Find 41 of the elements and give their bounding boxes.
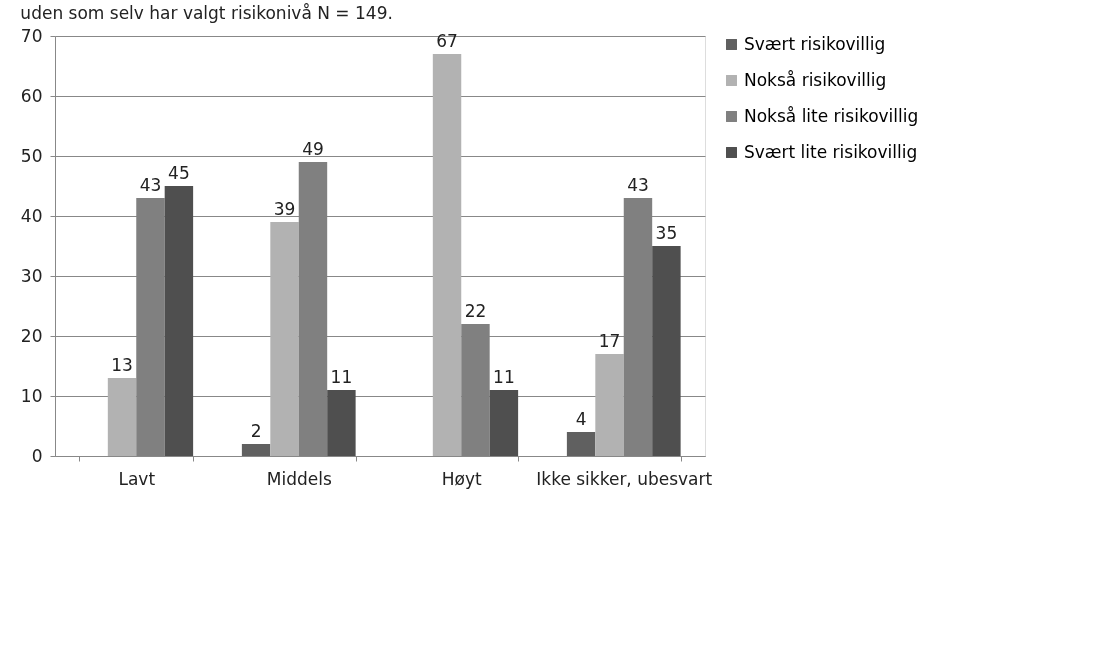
bar [107,378,137,456]
bar [595,354,624,456]
data-label: 49 [302,139,324,159]
data-label: 43 [627,175,649,195]
bar [241,444,271,456]
bar [432,54,462,456]
x-tick-label: Høyt [441,468,483,489]
bar [327,390,356,456]
data-label: 4 [575,409,587,429]
data-label: 39 [273,199,296,219]
y-tick-label: 40 [20,205,43,226]
y-tick-label: 0 [31,445,43,466]
data-label: 35 [655,223,678,243]
y-tick-label: 20 [20,325,43,346]
data-label: 13 [111,355,133,375]
data-label: 11 [330,367,353,387]
data-label: 67 [436,31,458,51]
legend-label: Nokså risikovillig [744,69,887,90]
data-label: 2 [250,421,262,441]
x-tick-label: Lavt [118,468,156,489]
bar [652,246,681,456]
bar [270,222,299,456]
data-label: 17 [598,331,621,351]
data-label: 45 [168,163,190,183]
chart-title: uden som selv har valgt risikonivå N = 149. [20,3,393,23]
legend-label: Svært risikovillig [744,33,886,54]
y-tick-label: 10 [20,385,43,406]
y-tick-label: 50 [20,145,43,166]
data-label: 22 [464,301,487,321]
bar [164,186,194,456]
bar [566,432,596,456]
data-label: 43 [139,175,162,195]
data-label: 11 [493,367,515,387]
x-tick-label: Ikke sikker, ubesvart [536,468,713,489]
y-tick-label: 60 [20,85,43,106]
y-tick-label: 70 [20,25,43,46]
x-tick-label: Middels [266,468,332,489]
legend-label: Svært lite risikovillig [744,141,918,162]
bar [489,390,519,456]
y-tick-label: 30 [20,265,43,286]
legend-label: Nokså lite risikovillig [744,105,919,126]
